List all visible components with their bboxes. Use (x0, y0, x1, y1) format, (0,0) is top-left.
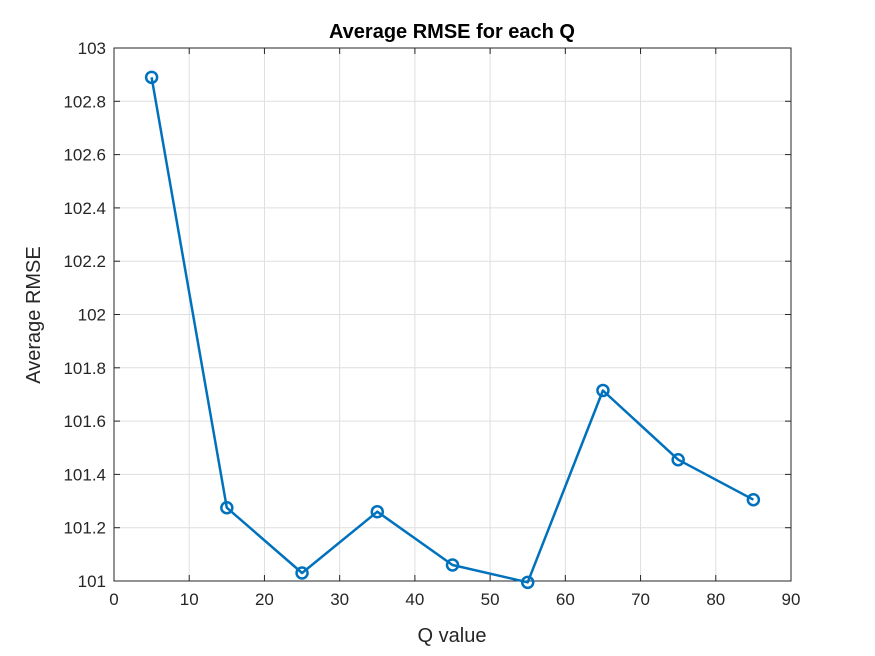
x-tick-label: 80 (706, 590, 725, 609)
y-tick-label: 102 (78, 306, 106, 325)
ticks (113, 47, 792, 582)
data-point (671, 452, 685, 467)
y-tick-labels: 101 101.2 101.4 101.6 101.8 102 102.2 102.4 102.… (63, 39, 106, 591)
x-tick-label: 30 (330, 590, 349, 609)
chart-title: Average RMSE for each Q (329, 21, 575, 43)
x-tick-label: 40 (405, 590, 424, 609)
series-line (150, 77, 754, 584)
y-tick-label: 102.2 (63, 252, 106, 271)
x-tick-label: 0 (109, 590, 118, 609)
data-point (144, 70, 159, 85)
x-tick-label: 10 (180, 590, 199, 609)
data-point (445, 558, 460, 572)
y-tick-label: 102.6 (63, 146, 106, 165)
y-tick-label: 101.6 (63, 412, 106, 431)
series (144, 70, 761, 590)
grid (113, 47, 792, 582)
y-tick-label: 102.4 (63, 199, 106, 218)
x-tick-labels: 0 10 20 30 40 50 60 70 80 90 (109, 590, 800, 609)
data-point (596, 383, 610, 398)
data-point (370, 504, 385, 519)
data-point (220, 500, 234, 515)
y-axis-label: Average RMSE (23, 246, 45, 383)
x-tick-label: 60 (556, 590, 575, 609)
y-tick-label: 101.4 (63, 465, 106, 484)
y-tick-label: 101.2 (63, 519, 106, 538)
data-point (520, 575, 535, 590)
x-tick-label: 70 (631, 590, 650, 609)
y-tick-label: 102.8 (63, 92, 106, 111)
x-axis-label: Q value (418, 625, 487, 647)
data-point (746, 492, 761, 507)
y-tick-label: 101.8 (63, 359, 106, 378)
x-tick-label: 90 (782, 590, 801, 609)
data-point (295, 566, 309, 580)
y-tick-label: 101 (78, 572, 106, 591)
x-tick-label: 20 (255, 590, 274, 609)
x-tick-label: 50 (481, 590, 500, 609)
y-tick-label: 103 (78, 39, 106, 58)
